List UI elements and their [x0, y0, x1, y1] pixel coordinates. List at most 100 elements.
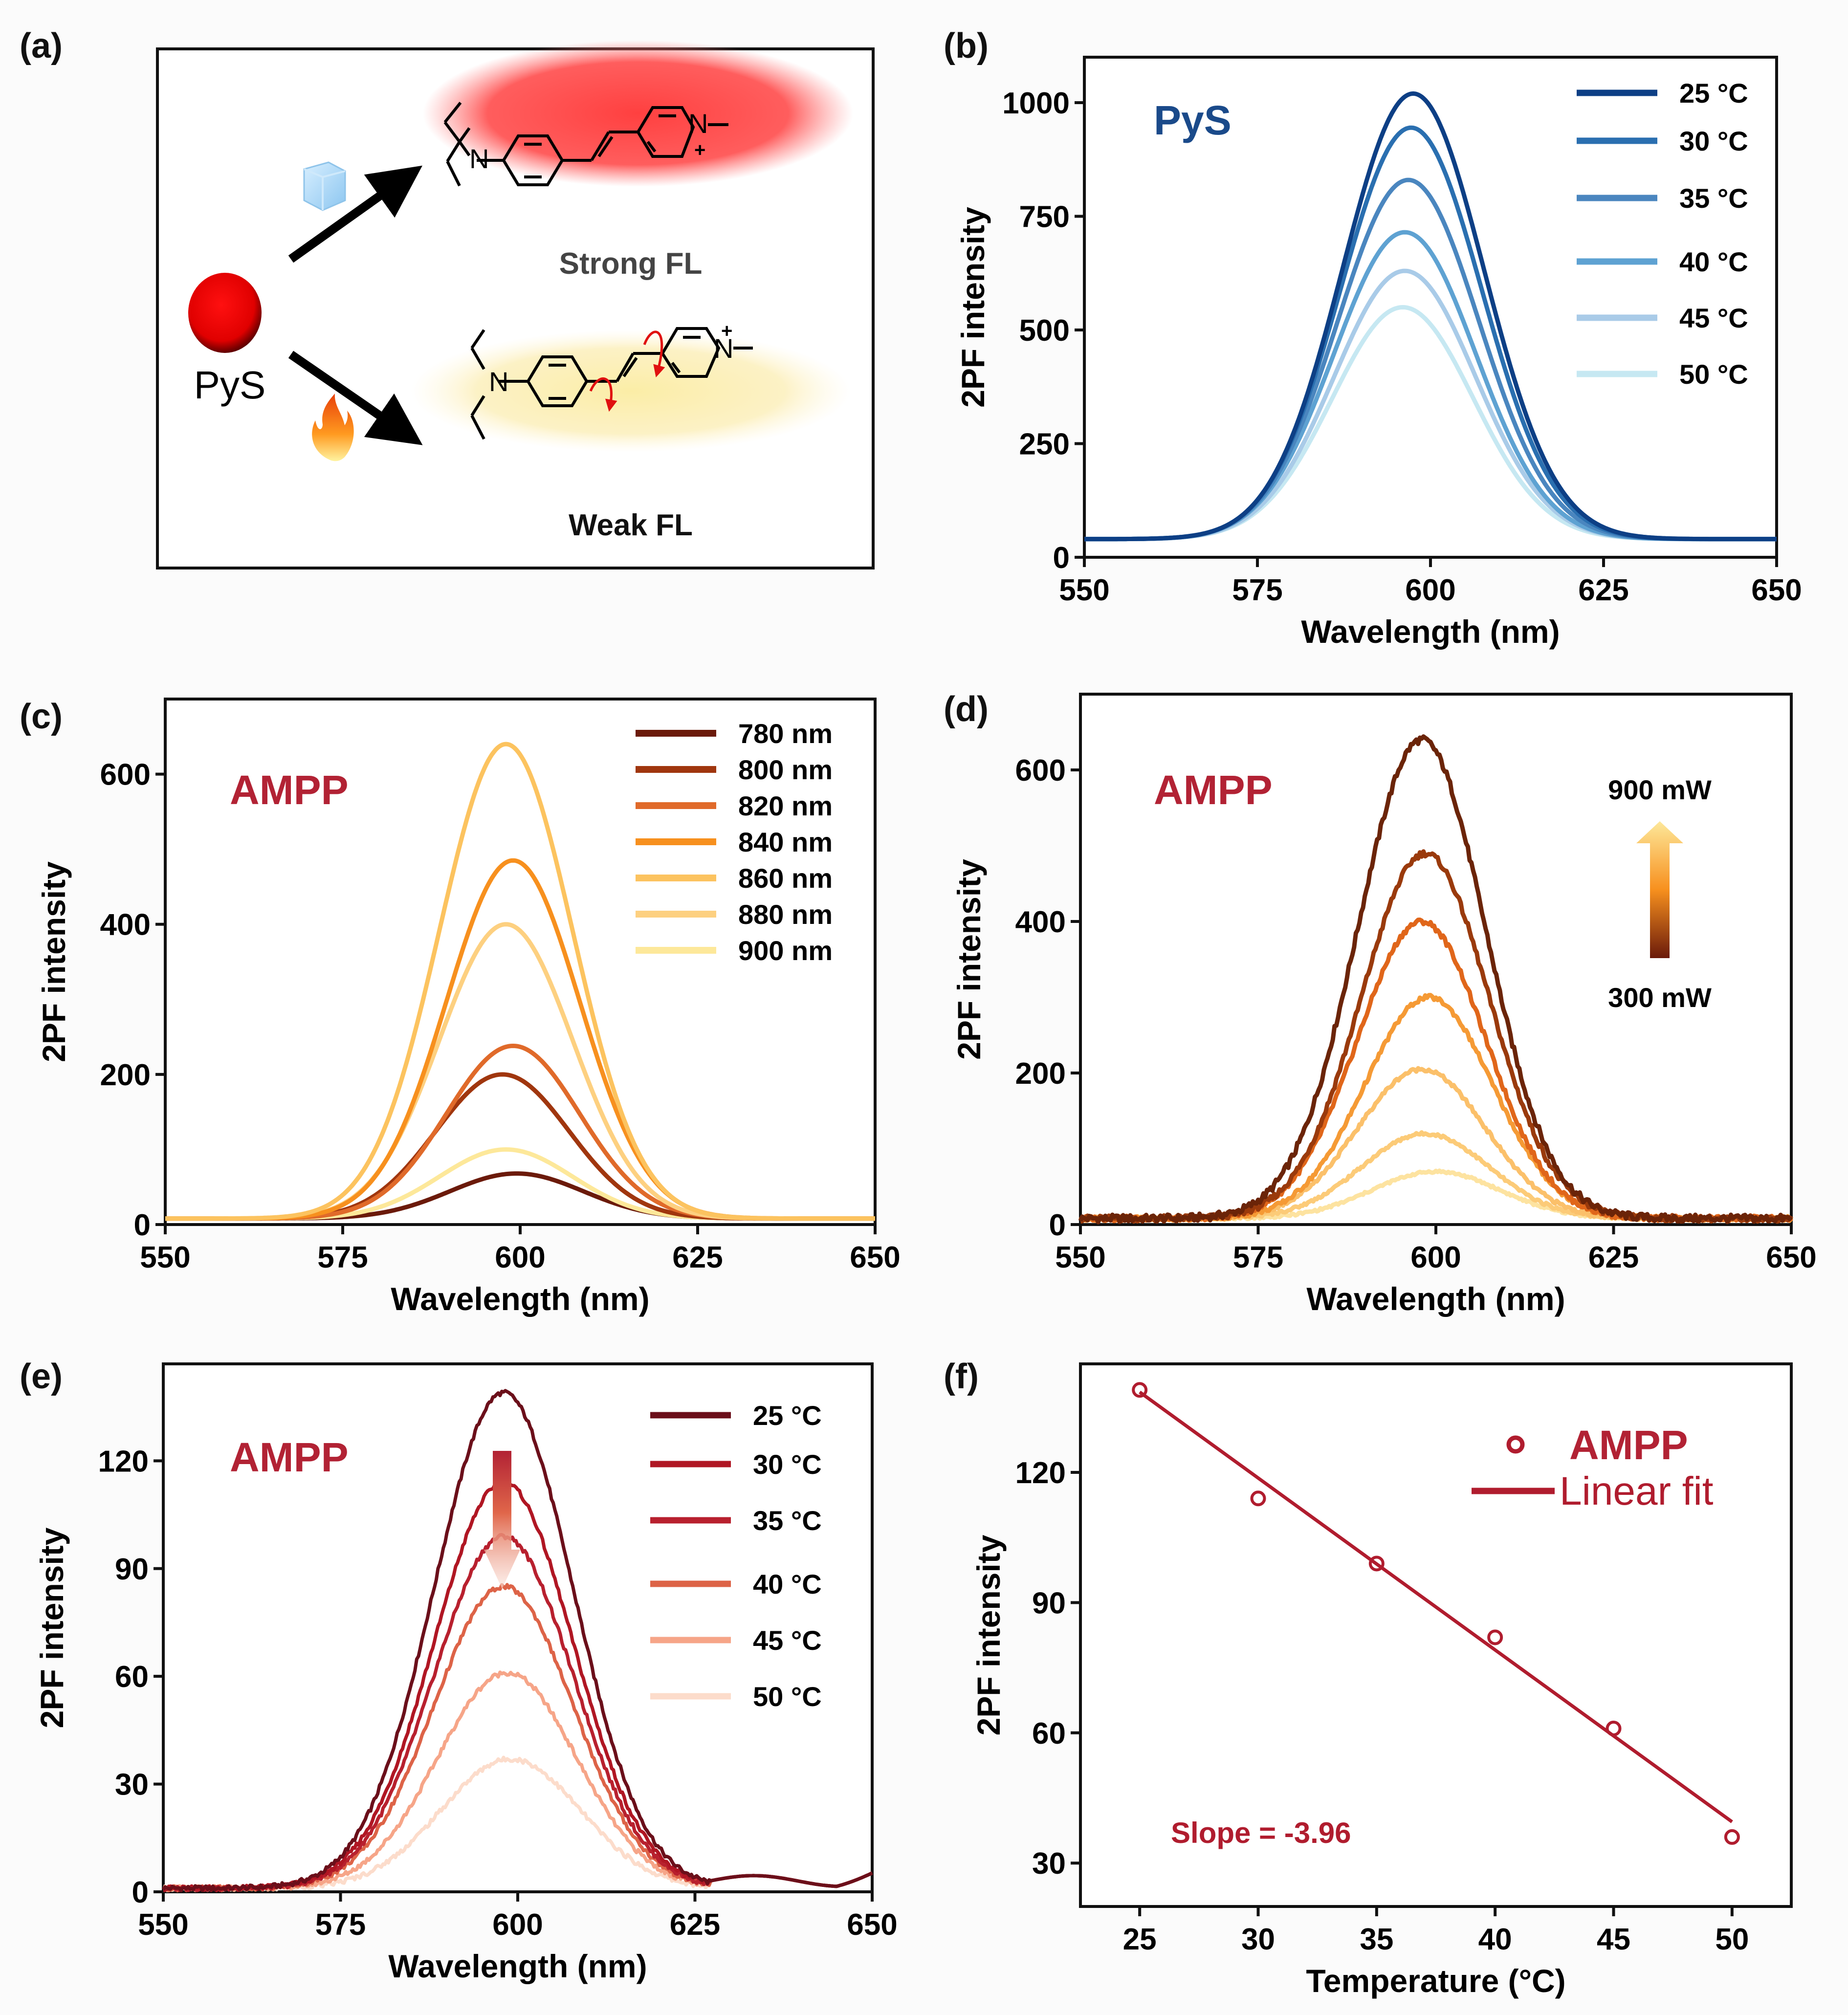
y-axis-title: 2PF intensity [955, 207, 991, 408]
plot-frame [1079, 1362, 1793, 1908]
x-tick-label: 30 [1241, 1923, 1275, 1956]
x-tick-label: 600 [1405, 573, 1455, 607]
data-point [1487, 1629, 1503, 1645]
x-tick-label: 575 [1233, 1241, 1283, 1274]
x-tick-label: 625 [670, 1908, 720, 1942]
chart-f: 25 30 35 40 45 50 30 60 90 120 Temperature (°C) 2PF… [944, 1357, 1793, 1999]
molecule-weak [470, 327, 753, 440]
panel-label-c: (c) [20, 697, 63, 736]
x-tick-label: 35 [1360, 1923, 1393, 1956]
legend-label: 40 °C [753, 1569, 822, 1599]
x-axis-title: Temperature (°C) [1306, 1963, 1565, 1999]
x-tick-label: 550 [1055, 1241, 1105, 1274]
chart-c: 550 575 600 625 650 0 200 400 600 Wavelength (nm)… [20, 697, 901, 1317]
data-point [1606, 1720, 1622, 1736]
legend-label: 50 °C [1679, 359, 1748, 390]
legend-label: 35 °C [753, 1505, 822, 1536]
panel-label-e: (e) [20, 1357, 63, 1396]
legend-label: 30 °C [753, 1449, 822, 1480]
strong-nitrogen: N [469, 143, 489, 174]
y-tick-label: 200 [1015, 1057, 1066, 1091]
x-tick-label: 550 [1059, 573, 1109, 607]
heating-arrow [288, 350, 423, 445]
plot-frame [164, 698, 877, 1226]
legend-label: 900 nm [738, 935, 833, 966]
chart-e: 550 575 600 625 650 0 30 60 90 120 Wavelength (nm)… [20, 1357, 898, 1984]
sample-annotation: AMPP [230, 1434, 349, 1480]
legend-label: 25 °C [753, 1400, 822, 1431]
x-tick-label: 575 [315, 1908, 366, 1942]
plot-frame [162, 1362, 874, 1893]
temperature-decrease-arrow-icon [484, 1451, 520, 1589]
panel-label-f: (f) [944, 1357, 979, 1396]
y-tick-label: 1000 [1002, 87, 1070, 120]
legend-label: 840 nm [738, 827, 833, 857]
y-tick-label: 600 [1015, 754, 1066, 788]
y-tick-label: 600 [100, 758, 151, 792]
legend-label: 45 °C [753, 1625, 822, 1656]
weak-pyridinium-n: N [714, 333, 733, 364]
y-tick-label: 0 [134, 1208, 151, 1242]
cooling-arrow [288, 165, 423, 263]
x-axis-title: Wavelength (nm) [1301, 613, 1560, 650]
x-tick-label: 45 [1597, 1923, 1630, 1956]
series-line-860-nm [165, 742, 876, 1221]
strong-fl-label: Strong FL [559, 247, 703, 281]
strong-charge: + [694, 139, 705, 161]
y-tick-label: 60 [1032, 1717, 1066, 1751]
x-axis-title: Wavelength (nm) [391, 1281, 649, 1317]
panel-a: (a) PyS [20, 26, 875, 569]
y-axis-title: 2PF intensity [970, 1534, 1007, 1735]
y-tick-label: 250 [1019, 428, 1070, 461]
y-tick-label: 0 [1049, 1208, 1066, 1242]
legend-label: 45 °C [1679, 303, 1748, 333]
molecule-strong [443, 102, 728, 187]
x-tick-label: 50 [1715, 1923, 1749, 1956]
y-axis-title: 2PF intensity [34, 1527, 70, 1728]
linear-fit-line [1139, 1390, 1733, 1823]
panel-label-b: (b) [944, 26, 989, 66]
legend-label: 820 nm [738, 790, 833, 821]
legend-label: 50 °C [753, 1681, 822, 1712]
x-tick-label: 575 [1232, 573, 1282, 607]
legend-label: 40 °C [1679, 246, 1748, 277]
x-tick-label: 650 [850, 1241, 900, 1274]
y-tick-label: 120 [1015, 1456, 1066, 1490]
series-line-900-mw [1078, 734, 1793, 1225]
y-axis-title: 2PF intensity [36, 861, 72, 1062]
x-tick-label: 600 [492, 1908, 543, 1942]
y-tick-label: 400 [100, 908, 151, 942]
legend-label: 800 nm [738, 754, 833, 785]
y-tick-label: 0 [1053, 541, 1070, 575]
x-tick-label: 550 [138, 1908, 188, 1942]
x-tick-label: 625 [1578, 573, 1628, 607]
arrow-top-label: 900 mW [1608, 774, 1712, 805]
x-tick-label: 575 [317, 1241, 368, 1274]
y-tick-label: 90 [115, 1553, 149, 1586]
power-increase-arrow-icon [1636, 821, 1683, 958]
strong-pyridinium-n: N [688, 108, 708, 139]
y-tick-label: 60 [115, 1660, 149, 1694]
y-tick-label: 120 [98, 1445, 149, 1478]
y-tick-label: 30 [1032, 1847, 1066, 1881]
y-tick-label: 90 [1032, 1586, 1066, 1620]
flame-icon [312, 394, 354, 461]
x-tick-label: 625 [1588, 1241, 1639, 1274]
data-point [1250, 1490, 1266, 1507]
series-line-25-c [162, 1389, 873, 1892]
legend-label: 780 nm [738, 718, 833, 749]
y-tick-label: 200 [100, 1058, 151, 1092]
weak-charge: + [721, 320, 732, 342]
y-tick-label: 30 [115, 1768, 149, 1802]
panel-label-d: (d) [944, 690, 989, 729]
legend-label: AMPP [1569, 1422, 1688, 1468]
ice-cube-icon [303, 161, 346, 211]
y-tick-label: 500 [1019, 314, 1070, 348]
legend-label: 880 nm [738, 899, 833, 930]
y-tick-label: 0 [132, 1876, 149, 1909]
arrow-bottom-label: 300 mW [1608, 982, 1712, 1013]
x-tick-label: 600 [1410, 1241, 1461, 1274]
weak-nitrogen: N [489, 366, 508, 397]
y-tick-label: 750 [1019, 200, 1070, 234]
